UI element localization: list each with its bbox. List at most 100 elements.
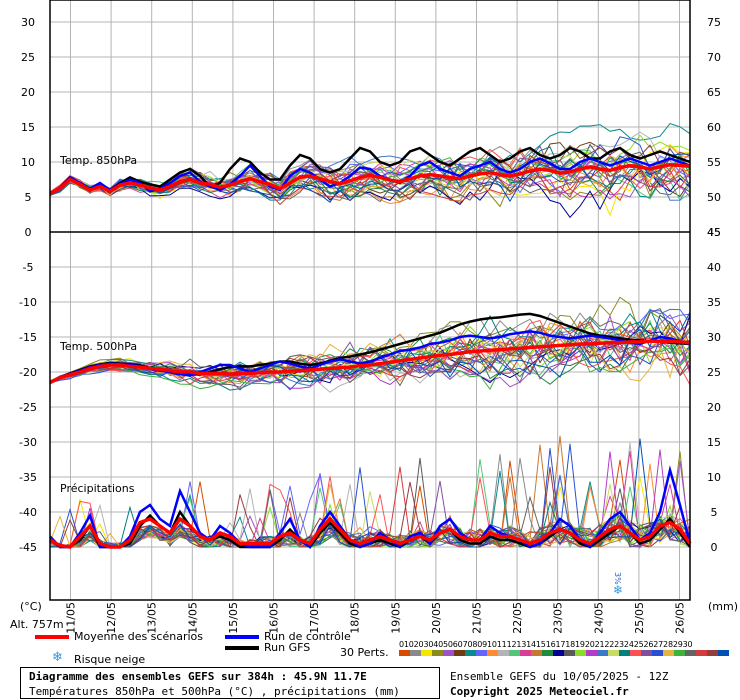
- perturbation-swatch: [509, 650, 520, 656]
- perturbation-swatch: [465, 650, 476, 656]
- perturbation-swatch: [575, 650, 586, 656]
- perturbation-swatch: [432, 650, 443, 656]
- perturbation-swatch: [718, 650, 729, 656]
- y-tick-left: -25: [19, 401, 37, 414]
- perturbation-swatch: [685, 650, 696, 656]
- x-tick-label: 19/05: [389, 602, 402, 634]
- right-unit-label: (mm): [708, 600, 738, 613]
- x-tick-label: 16/05: [268, 602, 281, 634]
- perturbation-15-line: [49, 170, 691, 219]
- perturbation-swatch: [586, 650, 597, 656]
- panel-label-precip: Précipitations: [60, 482, 135, 495]
- legend-snow-label: Risque neige: [74, 653, 146, 666]
- perturbation-swatch: [619, 650, 630, 656]
- y-tick-right: 10: [707, 471, 721, 484]
- perturbation-swatch: [597, 650, 608, 656]
- altitude-label: Alt. 757m: [10, 618, 64, 631]
- perturbation-18-line: [49, 330, 691, 389]
- y-tick-left: 5: [25, 191, 32, 204]
- perturbation-swatch: [421, 650, 432, 656]
- perturbation-17-line: [49, 134, 691, 200]
- y-tick-left: 10: [21, 156, 35, 169]
- perturbation-swatch: [542, 650, 553, 656]
- perturbation-swatch: [553, 650, 564, 656]
- y-tick-left: -30: [19, 436, 37, 449]
- y-tick-right: 40: [707, 261, 721, 274]
- perturbation-swatch: [674, 650, 685, 656]
- perturbation-22-line: [49, 319, 691, 386]
- perturbation-swatch: [641, 650, 652, 656]
- perturbation-swatch: [630, 650, 641, 656]
- perturbation-26-line: [49, 339, 691, 391]
- chart-subtitle: Températures 850hPa et 500hPa (°C) , pré…: [29, 685, 400, 698]
- x-tick-label: 21/05: [471, 602, 484, 634]
- y-tick-right: 20: [707, 401, 721, 414]
- x-tick-label: 11/05: [65, 602, 78, 634]
- snow-risk-marker: 3% ❄: [613, 572, 623, 597]
- ensemble-mean-line: [49, 339, 691, 385]
- legend-control-label: Run de contrôle: [264, 630, 351, 643]
- perturbation-swatch: [696, 650, 707, 656]
- perturbation-swatch: [476, 650, 487, 656]
- gfs-run-line: [49, 146, 691, 195]
- x-tick-label: 12/05: [105, 602, 118, 634]
- legend-control-swatch: [225, 635, 259, 639]
- y-tick-right: 75: [707, 16, 721, 29]
- footer-title-box: Diagramme des ensembles GEFS sur 384h : …: [20, 667, 440, 699]
- perturbation-swatch: [531, 650, 542, 656]
- ensemble-mean-line: [49, 163, 691, 196]
- y-tick-right: 50: [707, 191, 721, 204]
- legend-mean-swatch: [35, 635, 69, 639]
- panel-label-850: Temp. 850hPa: [59, 154, 137, 167]
- perturbation-numbers: 0102030405060708091011121314151617181920…: [399, 640, 693, 649]
- y-tick-left: -5: [23, 261, 34, 274]
- snowflake-icon: ❄: [613, 583, 623, 597]
- perturbation-swatch: [443, 650, 454, 656]
- copyright: Copyright 2025 Meteociel.fr: [450, 685, 629, 698]
- legend-mean-label: Moyenne des scénarios: [74, 630, 203, 643]
- legend-gfs-label: Run GFS: [264, 641, 311, 654]
- y-tick-right: 65: [707, 86, 721, 99]
- run-info: Ensemble GEFS du 10/05/2025 - 12Z: [450, 670, 669, 683]
- y-tick-left: -10: [19, 296, 37, 309]
- y-tick-left: -15: [19, 331, 37, 344]
- perturbation-color-bar: [399, 650, 729, 656]
- x-tick-label: 13/05: [146, 602, 159, 634]
- perturbation-swatch: [410, 650, 421, 656]
- perturbation-swatch: [707, 650, 718, 656]
- y-tick-right: 30: [707, 331, 721, 344]
- legend-perturbations-label: 30 Perts.: [340, 646, 389, 659]
- y-tick-right: 70: [707, 51, 721, 64]
- y-tick-left: 0: [25, 226, 32, 239]
- y-tick-right: 35: [707, 296, 721, 309]
- perturbation-25-line: [49, 339, 691, 384]
- x-tick-label: 17/05: [308, 602, 321, 634]
- y-tick-right: 60: [707, 121, 721, 134]
- perturbation-13-line: [49, 435, 691, 548]
- y-tick-left: -40: [19, 506, 37, 519]
- y-tick-left: 25: [21, 51, 35, 64]
- y-tick-right: 15: [707, 436, 721, 449]
- x-tick-label: 20/05: [430, 602, 443, 634]
- y-tick-right: 45: [707, 226, 721, 239]
- y-tick-right: 55: [707, 156, 721, 169]
- perturbation-swatch: [520, 650, 531, 656]
- x-tick-label: 26/05: [674, 602, 687, 634]
- y-tick-right: 25: [707, 366, 721, 379]
- perturbation-30-line: [50, 438, 691, 548]
- legend-gfs-swatch: [225, 646, 259, 650]
- y-tick-left: -35: [19, 471, 37, 484]
- y-tick-right: 0: [711, 541, 718, 554]
- y-tick-left: -20: [19, 366, 37, 379]
- y-tick-left: -45: [19, 541, 37, 554]
- x-tick-label: 23/05: [552, 602, 565, 634]
- x-tick-label: 14/05: [186, 602, 199, 634]
- x-tick-label: 24/05: [592, 602, 605, 634]
- y-tick-left: 15: [21, 121, 35, 134]
- perturbation-swatch: [487, 650, 498, 656]
- perturbation-swatch: [399, 650, 410, 656]
- perturbation-03-line: [49, 144, 691, 217]
- x-tick-label: 22/05: [511, 602, 524, 634]
- perturbation-swatch: [608, 650, 619, 656]
- ensemble-mean-line: [49, 516, 692, 549]
